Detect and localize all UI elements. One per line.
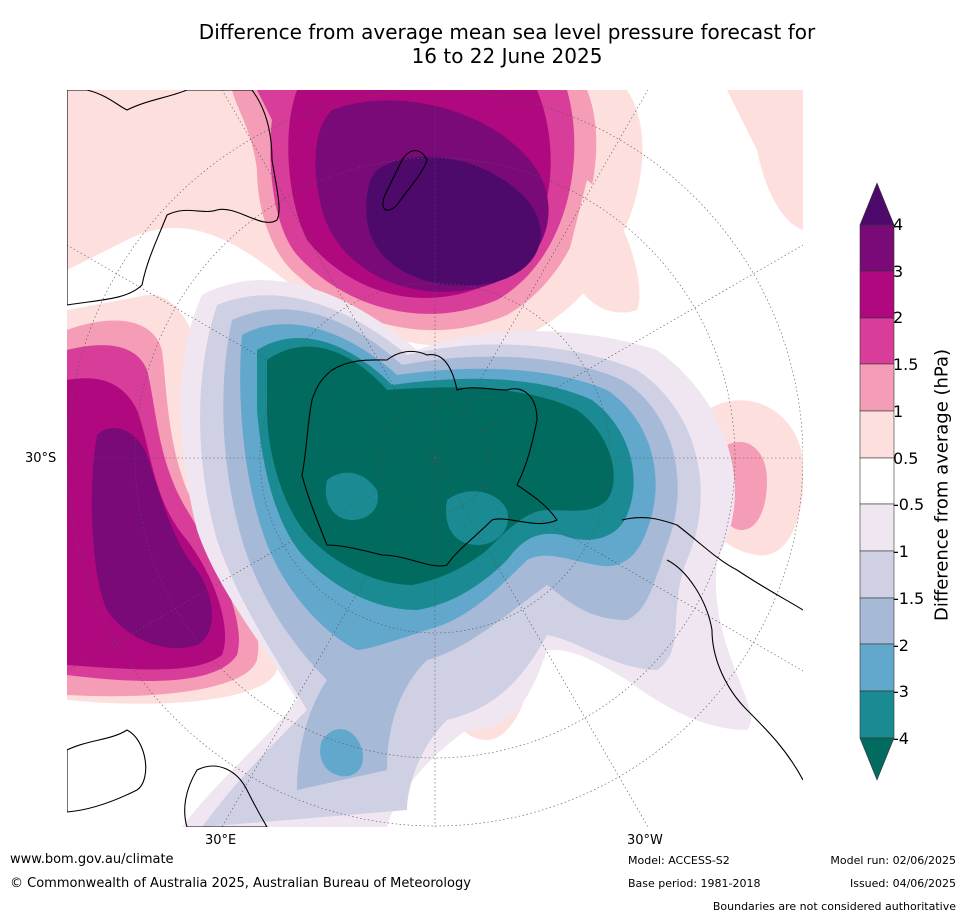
- positive-anomaly-north-east: [567, 90, 803, 313]
- cb-tick-4: 4: [893, 215, 904, 234]
- footer-issued: Issued: 04/06/2025: [849, 877, 956, 890]
- footer-disclaimer: Boundaries are not considered authoritat…: [712, 900, 956, 913]
- cb-tick-1: 1: [893, 402, 904, 421]
- swatch-above-4: [859, 182, 895, 226]
- pressure-anomaly-map: [67, 90, 803, 827]
- swatch-2-to-3: [859, 270, 895, 319]
- australia-coast: [67, 90, 280, 306]
- swatch-3-to-4: [859, 224, 895, 272]
- cb-tick-minus-4: -4: [893, 729, 909, 748]
- swatch-minus-1.5-to-minus-1: [859, 550, 895, 599]
- footer-base-period: Base period: 1981-2018: [628, 877, 761, 890]
- lat-label-30s: 30°S: [25, 451, 57, 466]
- cb-tick-minus-0.5: -0.5: [893, 495, 925, 514]
- cb-tick-2: 2: [893, 308, 904, 327]
- swatch-1-to-1.5: [859, 363, 895, 412]
- swatch-minus-1-to-minus-0.5: [859, 503, 895, 552]
- lon-label-30e: 30°E: [205, 833, 237, 848]
- cb-tick-minus-1.5: -1.5: [893, 589, 925, 608]
- footer-model: Model: ACCESS-S2: [628, 854, 730, 867]
- cb-tick-0.5: 0.5: [893, 449, 919, 468]
- colorbar-title: Difference from average (hPa): [931, 348, 953, 622]
- footer-model-run: Model run: 02/06/2025: [830, 854, 956, 867]
- cb-tick-1.5: 1.5: [893, 355, 919, 374]
- cb-tick-minus-1: -1: [893, 542, 909, 561]
- swatch-below-minus-4: [859, 737, 895, 781]
- swatch-neutral: [859, 457, 895, 505]
- map-title: Difference from average mean sea level p…: [0, 20, 965, 68]
- swatch-minus-3-to-minus-2: [859, 643, 895, 692]
- colorbar-swatches: [859, 182, 895, 781]
- cb-tick-minus-3: -3: [893, 682, 909, 701]
- colorbar: [859, 182, 895, 781]
- coastlines: [67, 90, 803, 827]
- swatch-1.5-to-2: [859, 317, 895, 365]
- positive-anomaly-atlantic: [67, 294, 277, 704]
- lon-label-30w: 30°W: [627, 833, 663, 848]
- south-america-coast: [621, 516, 803, 781]
- graticule: [67, 90, 803, 827]
- swatch-minus-2-to-minus-1.5: [859, 597, 895, 645]
- swatch-minus-4-to-minus-3: [859, 690, 895, 739]
- cb-tick-3: 3: [893, 262, 904, 281]
- antarctica-coast: [301, 350, 558, 567]
- positive-anomaly-pacific: [67, 90, 643, 347]
- new-zealand-coast: [382, 150, 428, 211]
- footer-copyright: © Commonwealth of Australia 2025, Austra…: [10, 876, 471, 891]
- swatch-0.5-to-1: [859, 410, 895, 459]
- footer-url: www.bom.gov.au/climate: [10, 852, 174, 867]
- title-line-2: 16 to 22 June 2025: [411, 44, 603, 68]
- africa-coast: [67, 729, 147, 813]
- cb-tick-minus-2: -2: [893, 636, 909, 655]
- madagascar-coast: [184, 765, 268, 827]
- title-line-1: Difference from average mean sea level p…: [198, 20, 816, 44]
